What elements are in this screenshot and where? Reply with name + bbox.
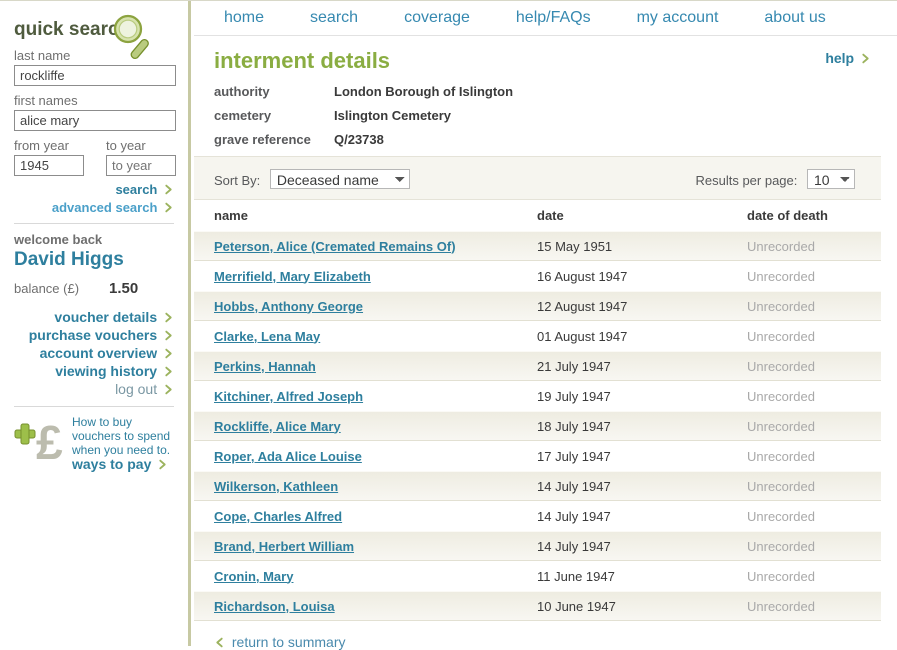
svg-text:£: £ <box>36 417 63 470</box>
